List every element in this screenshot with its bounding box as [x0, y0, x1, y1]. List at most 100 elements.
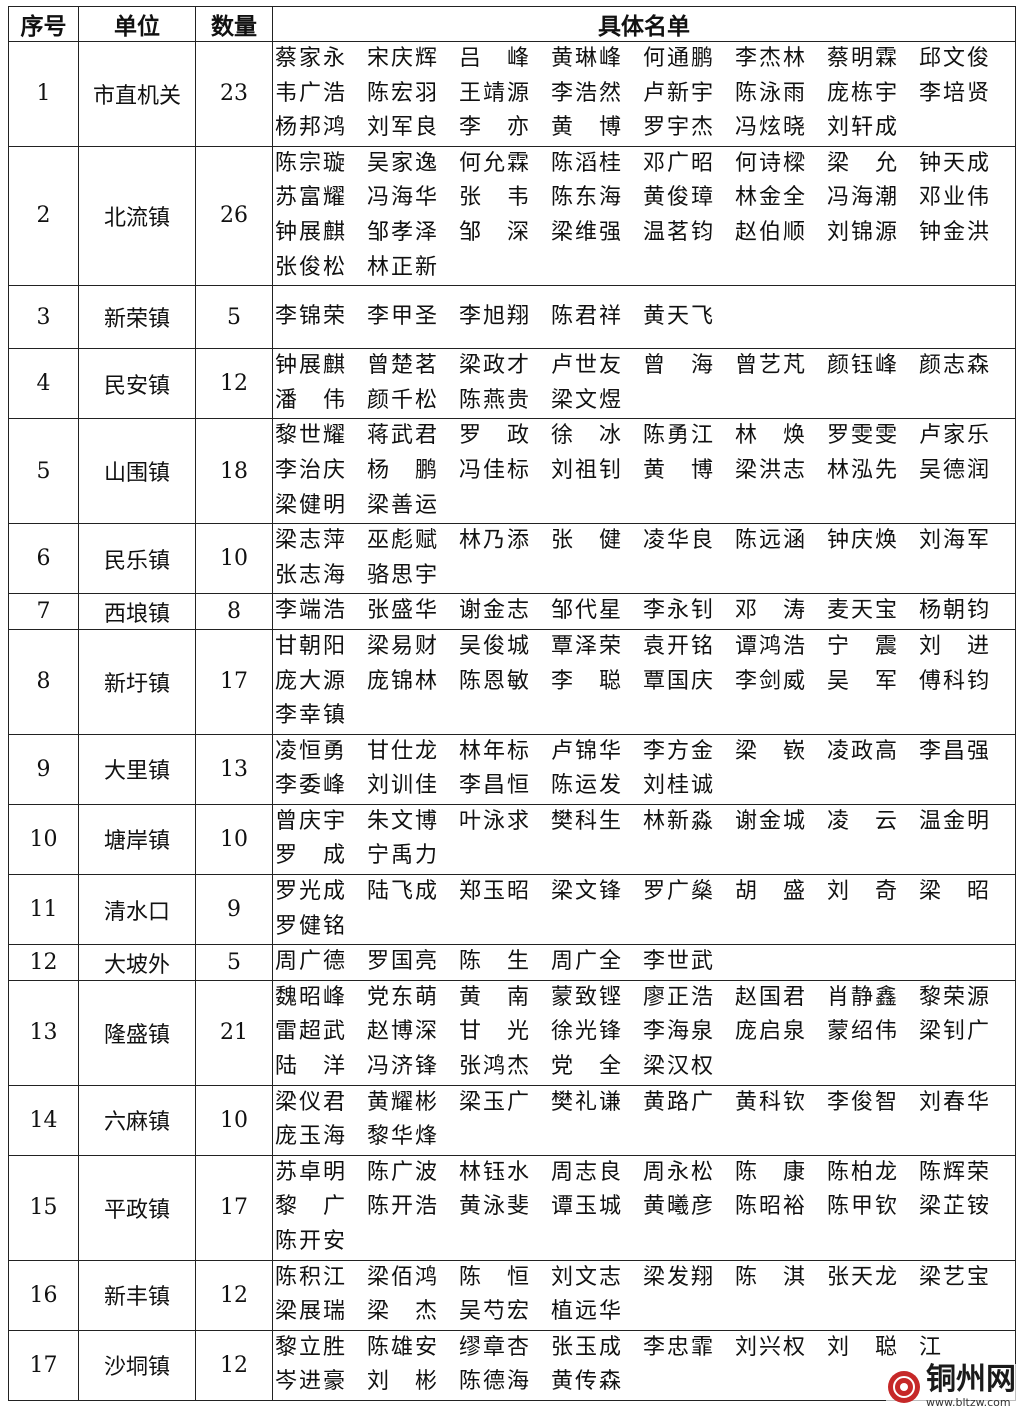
person-name: 钟展麒: [275, 353, 345, 379]
person-name: 谭玉城: [551, 1194, 621, 1220]
names-grid: 李锦荣 李甲圣 李旭翔 陈君祥 黄天飞: [275, 300, 1015, 335]
person-name: 刘锦源: [827, 219, 897, 245]
person-name: 黄博: [551, 115, 621, 141]
person-name: 黎华烽: [367, 1124, 437, 1150]
person-name: 朱文博: [367, 808, 437, 834]
person-name: 陈柏龙: [827, 1159, 897, 1185]
person-name: 赵博深: [367, 1019, 437, 1045]
table-row: 11 清水口 9 罗光成 陆飞成 郑玉昭 梁文锋 罗广燊 胡盛 刘奇 梁昭 罗健铭: [8, 874, 1016, 946]
person-name: 邱文俊: [919, 46, 989, 71]
person-name: 罗光成: [275, 879, 345, 905]
person-name: 陈生: [459, 949, 529, 975]
person-name: 曾楚茗: [367, 353, 437, 379]
person-name: 李旭翔: [459, 303, 529, 329]
person-name: 温茗钧: [643, 219, 713, 245]
person-name: 覃国庆: [643, 668, 713, 694]
person-name: 梁艺宝: [919, 1264, 989, 1290]
table-row: 15 平政镇 17 苏卓明 陈广波 林钰水 周志良 周永松 陈康 陈柏龙 陈辉荣 黎广 陈开浩 黄泳斐 谭玉…: [8, 1154, 1016, 1261]
person-name: 凌云: [827, 808, 897, 834]
unit-cell: 沙垌镇: [78, 1329, 196, 1401]
person-name: 叶泳求: [459, 808, 529, 834]
person-name: 梁健明: [275, 492, 345, 518]
names-grid: 黎立胜 陈雄安 缪章杏 张玉成 李忠霏 刘兴权 刘聪江岑进豪 刘彬 陈德海 黄传森: [275, 1331, 1015, 1400]
person-name: 周广全: [551, 949, 621, 975]
names-grid: 蔡家永 宋庆辉 吕峰 黄琳峰 何通鹏 李杰林 蔡明霖 邱文俊 韦广浩 陈宏羽 王靖源 李浩然 卢新宇 陈泳…: [275, 42, 1015, 146]
person-name: 陈淇: [735, 1264, 805, 1290]
person-name: 林焕: [735, 423, 805, 449]
person-name: 曾海: [643, 353, 713, 379]
names-cell: 蔡家永 宋庆辉 吕峰 黄琳峰 何通鹏 李杰林 蔡明霖 邱文俊 韦广浩 陈宏羽 王靖源 李浩然 卢新宇 陈泳…: [272, 41, 1016, 147]
table-row: 5 山围镇 18 黎世耀 蒋武君 罗政 徐冰 陈勇江 林焕 罗雯雯 卢家乐 李治庆 杨鹏 冯佳标 刘祖钊 黄博…: [8, 418, 1016, 525]
index-cell: 4: [8, 348, 79, 420]
person-name: 温金明: [919, 808, 989, 834]
names-cell: 凌恒勇 甘仕龙 林年标 卢锦华 李方金 梁嵚 凌政高 李昌强 李委峰 刘训佳 李昌恒 陈运发 刘桂诚: [272, 733, 1016, 805]
person-name: 张盛华: [367, 598, 437, 624]
index-cell: 1: [8, 41, 79, 147]
person-name: 林乃添: [459, 528, 529, 554]
person-name: 雷超武: [275, 1019, 345, 1045]
header-cell: 具体名单: [272, 6, 1016, 42]
person-name: 麦天宝: [827, 598, 897, 624]
person-name: 陈雄安: [367, 1334, 437, 1360]
person-name: 陈宗璇: [275, 150, 345, 176]
names-cell: 李锦荣 李甲圣 李旭翔 陈君祥 黄天飞: [272, 285, 1016, 350]
person-name: 樊科生: [551, 808, 621, 834]
index-cell: 8: [8, 628, 79, 735]
person-name: 冯炫晓: [735, 115, 805, 141]
person-name: 吴俊城: [459, 633, 529, 659]
person-name: 冯海华: [367, 185, 437, 211]
person-name: 李剑威: [735, 668, 805, 694]
names-grid: 罗光成 陆飞成 郑玉昭 梁文锋 罗广燊 胡盛 刘奇 梁昭 罗健铭: [275, 875, 1015, 944]
person-name: 陈德海: [459, 1369, 529, 1395]
person-name: 杨鹏: [367, 457, 437, 483]
person-name: 张玉成: [551, 1334, 621, 1360]
person-name: 张鸿杰: [459, 1054, 529, 1080]
person-name: 林钰水: [459, 1159, 529, 1185]
person-name: 党全: [551, 1054, 621, 1080]
person-name: 廖正浩: [643, 984, 713, 1010]
names-cell: 梁志萍 巫彪赋 林乃添 张健 凌华良 陈远涵 钟庆焕 刘海军 张志海 骆思宇: [272, 523, 1016, 595]
person-name: 张天龙: [827, 1264, 897, 1290]
person-name: 陈广波: [367, 1159, 437, 1185]
watermark-title: 铜州网: [926, 1362, 1016, 1397]
person-name: 冯济锋: [367, 1054, 437, 1080]
person-name: 张俊松: [275, 254, 345, 280]
person-name: 刘军良: [367, 115, 437, 141]
names-grid: 凌恒勇 甘仕龙 林年标 卢锦华 李方金 梁嵚 凌政高 李昌强 李委峰 刘训佳 李昌恒 陈运发 刘桂诚: [275, 735, 1015, 804]
names-cell: 黎世耀 蒋武君 罗政 徐冰 陈勇江 林焕 罗雯雯 卢家乐 李治庆 杨鹏 冯佳标 刘祖钊 黄博 梁洪志 林泓先…: [272, 418, 1016, 525]
person-name: 冯海潮: [827, 185, 897, 211]
person-name: 黄传森: [551, 1369, 621, 1395]
person-name: 李杰林: [735, 46, 805, 71]
person-name: 黄天飞: [643, 303, 713, 329]
index-cell: 12: [8, 944, 79, 981]
count-cell: 23: [195, 41, 273, 147]
count-cell: 5: [195, 285, 273, 350]
person-name: 卢家乐: [919, 423, 989, 449]
person-name: 钟金洪: [919, 219, 989, 245]
person-name: 梁善运: [367, 492, 437, 518]
index-cell: 17: [8, 1329, 79, 1401]
person-name: 林金全: [735, 185, 805, 211]
person-name: 罗成: [275, 843, 345, 869]
person-name: 缪章杏: [459, 1334, 529, 1360]
person-name: 邓涛: [735, 598, 805, 624]
person-name: 吴军: [827, 668, 897, 694]
person-name: 谭鸿浩: [735, 633, 805, 659]
count-cell: 10: [195, 803, 273, 876]
person-name: 颜志森: [919, 353, 989, 379]
index-cell: 7: [8, 593, 79, 630]
person-name: 卢锦华: [551, 738, 621, 764]
count-cell: 13: [195, 733, 273, 805]
names-cell: 罗光成 陆飞成 郑玉昭 梁文锋 罗广燊 胡盛 刘奇 梁昭 罗健铭: [272, 874, 1016, 946]
count-cell: 8: [195, 593, 273, 630]
person-name: 苏卓明: [275, 1159, 345, 1185]
person-name: 刘聪: [827, 1334, 897, 1360]
name-table: 序号 单位 数量 具体名单 1 市直机关 23 蔡家永 宋庆辉 吕峰 黄琳峰 何通鹏 李杰林 蔡明…: [8, 6, 1016, 1401]
table-row: 9 大里镇 13 凌恒勇 甘仕龙 林年标 卢锦华 李方金 梁嵚 凌政高 李昌强 李委峰 刘训佳 李昌恒 陈运…: [8, 733, 1016, 805]
person-name: 赵国君: [735, 984, 805, 1010]
watermark: 铜州网 www.bltzw.com: [886, 1364, 1016, 1409]
count-cell: 5: [195, 944, 273, 981]
person-name: 李方金: [643, 738, 713, 764]
person-name: 张志海: [275, 562, 345, 588]
index-cell: 10: [8, 803, 79, 876]
